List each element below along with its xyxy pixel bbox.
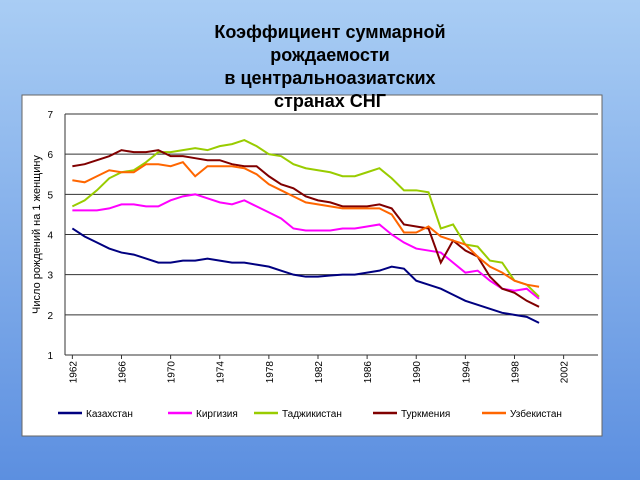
series-line <box>72 161 540 288</box>
x-tick-label: 1966 <box>117 361 128 384</box>
y-tick-label: 4 <box>47 231 53 242</box>
chart-title: Коэффициент суммарной <box>214 22 445 42</box>
legend-label: Казахстан <box>86 409 133 420</box>
y-axis-label: Число рождений на 1 женщину <box>31 155 43 314</box>
y-tick-label: 2 <box>47 311 53 322</box>
x-tick-label: 1974 <box>216 361 227 384</box>
series-line <box>72 193 540 300</box>
x-tick-label: 1970 <box>167 361 178 384</box>
series-line <box>72 149 540 308</box>
x-tick-label: 1994 <box>461 361 472 384</box>
x-tick-label: 1982 <box>314 361 325 384</box>
x-tick-label: 1962 <box>68 361 79 384</box>
x-tick-label: 1998 <box>510 361 521 384</box>
legend-label: Таджикистан <box>282 409 342 420</box>
legend-label: Киргизия <box>196 409 238 420</box>
x-tick-label: 1990 <box>412 361 423 384</box>
series-line <box>71 139 540 298</box>
x-tick-label: 1978 <box>265 361 276 384</box>
y-tick-label: 7 <box>47 110 53 121</box>
y-tick-label: 1 <box>47 351 53 362</box>
x-tick-label: 2002 <box>560 361 571 384</box>
y-tick-label: 6 <box>47 150 53 161</box>
chart-title: в центральноазиатских <box>224 68 435 88</box>
chart-title: рождаемости <box>270 45 389 65</box>
legend-label: Узбекистан <box>510 408 562 420</box>
chart-panel <box>21 94 603 437</box>
y-tick-label: 3 <box>47 271 53 282</box>
x-tick-label: 1986 <box>363 361 374 384</box>
legend-label: Туркмения <box>401 409 450 420</box>
series-line <box>71 227 540 324</box>
y-tick-label: 5 <box>47 190 53 201</box>
chart-title: странах СНГ <box>274 91 386 111</box>
